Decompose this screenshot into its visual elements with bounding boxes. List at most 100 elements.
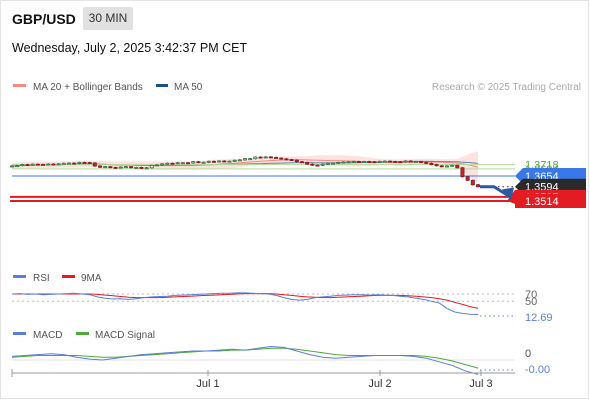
datetime-label: Wednesday, July 2, 2025 3:42:37 PM CET bbox=[12, 41, 248, 55]
candle bbox=[419, 161, 424, 163]
candle bbox=[434, 164, 439, 167]
candle bbox=[92, 162, 97, 167]
candle bbox=[310, 163, 315, 166]
candle bbox=[35, 163, 40, 166]
candle bbox=[470, 179, 475, 186]
macd-line bbox=[11, 345, 479, 375]
candle bbox=[222, 160, 227, 163]
candle bbox=[439, 165, 444, 168]
macd-panel: 0 -0.00 bbox=[11, 345, 550, 376]
candle bbox=[377, 160, 382, 163]
candle bbox=[98, 165, 103, 168]
candle bbox=[325, 162, 330, 165]
candle bbox=[237, 159, 242, 162]
candle bbox=[61, 162, 66, 165]
candle bbox=[279, 157, 284, 160]
candle bbox=[315, 164, 320, 167]
candle bbox=[367, 161, 372, 163]
rsi-last-value: 12.69 bbox=[525, 312, 553, 324]
candle bbox=[77, 162, 82, 164]
macd-signal-legend-swatch bbox=[76, 332, 89, 335]
candle bbox=[465, 176, 470, 181]
macd-last-value: -0.00 bbox=[525, 364, 550, 376]
candle bbox=[424, 162, 429, 164]
candle bbox=[51, 163, 56, 166]
candle bbox=[289, 159, 294, 161]
candle bbox=[408, 160, 413, 163]
candle bbox=[444, 165, 449, 168]
candle bbox=[372, 161, 377, 164]
x-tick-label: Jul 3 bbox=[469, 378, 492, 390]
watermark: Research © 2025 Trading Central bbox=[432, 82, 581, 93]
candle bbox=[398, 161, 403, 164]
candle bbox=[123, 166, 128, 169]
rsi9ma-legend-label: 9MA bbox=[81, 273, 102, 284]
candle bbox=[211, 160, 216, 163]
symbol-title: GBP/USD bbox=[12, 11, 76, 27]
ma20-legend-label: MA 20 + Bollinger Bands bbox=[33, 82, 143, 93]
macd-legend-swatch bbox=[13, 332, 26, 335]
candle bbox=[206, 160, 211, 163]
candle bbox=[331, 162, 336, 165]
candle bbox=[72, 162, 77, 165]
candle bbox=[56, 163, 61, 166]
ma50-legend-label: MA 50 bbox=[174, 82, 203, 93]
rsi-legend-swatch bbox=[13, 275, 26, 278]
candle bbox=[165, 162, 170, 165]
candle bbox=[455, 164, 460, 169]
rsi-legend-label: RSI bbox=[33, 273, 50, 284]
candle bbox=[387, 160, 392, 163]
candle bbox=[30, 163, 35, 166]
candle bbox=[336, 162, 341, 164]
timeframe-button[interactable]: 30 MIN bbox=[83, 7, 133, 30]
candle bbox=[191, 161, 196, 164]
rsi-ma-line bbox=[12, 293, 479, 309]
candle bbox=[294, 159, 299, 163]
candle bbox=[170, 162, 175, 165]
x-tick-label: Jul 1 bbox=[196, 378, 219, 390]
candle bbox=[154, 164, 159, 167]
candle bbox=[46, 163, 51, 166]
candle bbox=[118, 166, 123, 169]
candle bbox=[20, 164, 25, 167]
candle bbox=[305, 162, 310, 165]
level-1-3514-label: 1.3514 bbox=[525, 196, 559, 208]
candle bbox=[382, 160, 387, 163]
forecast-arrow-line bbox=[480, 185, 509, 197]
candle bbox=[87, 162, 92, 165]
candle bbox=[284, 158, 289, 161]
level-1-3514-tag bbox=[515, 194, 586, 209]
candle bbox=[144, 167, 149, 170]
candle bbox=[460, 167, 465, 178]
rsi9ma-legend-swatch bbox=[62, 275, 75, 278]
forecast-arrow-head bbox=[502, 187, 514, 201]
candle bbox=[9, 165, 14, 168]
candle bbox=[41, 163, 46, 166]
candle bbox=[299, 161, 304, 164]
candle bbox=[149, 165, 154, 169]
candle bbox=[413, 161, 418, 163]
candle bbox=[113, 167, 118, 169]
candle bbox=[351, 161, 356, 163]
candle bbox=[82, 162, 87, 164]
macd-signal-legend-label: MACD Signal bbox=[95, 330, 155, 341]
candle bbox=[346, 161, 351, 164]
candle bbox=[180, 162, 185, 165]
rsi-level-label: 50 bbox=[525, 296, 537, 308]
candle bbox=[320, 163, 325, 166]
candle bbox=[175, 162, 180, 165]
candle bbox=[356, 161, 361, 163]
candle bbox=[129, 166, 134, 169]
candle bbox=[475, 184, 480, 188]
candle bbox=[274, 157, 279, 159]
candle bbox=[196, 161, 201, 164]
candle bbox=[108, 166, 113, 169]
candle bbox=[15, 165, 20, 168]
candle bbox=[429, 162, 434, 165]
candle bbox=[25, 164, 30, 166]
candle bbox=[341, 161, 346, 164]
candle bbox=[103, 166, 108, 169]
candle bbox=[450, 164, 455, 167]
